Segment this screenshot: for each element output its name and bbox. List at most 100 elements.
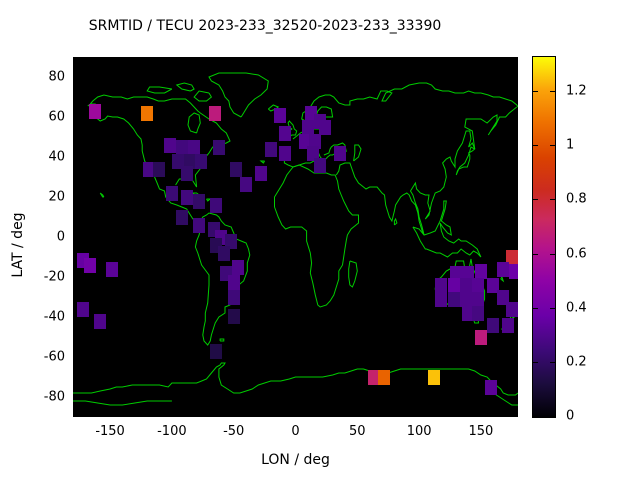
x-tick-mark — [419, 412, 421, 417]
heatmap-cell — [193, 194, 205, 209]
heatmap-cell — [232, 260, 244, 275]
heatmap-cell — [368, 370, 380, 385]
colorbar-tick-mark — [550, 91, 555, 93]
colorbar-tick-mark — [550, 416, 555, 417]
colorbar-tick-mark — [550, 253, 555, 255]
heatmap-cell — [210, 198, 222, 213]
y-tick-label: 40 — [48, 149, 65, 165]
y-tick-label: -60 — [43, 349, 65, 365]
heatmap-cell — [94, 314, 106, 329]
coastline-path — [73, 400, 172, 406]
y-tick-mark — [73, 357, 78, 358]
heatmap-cell — [181, 166, 193, 181]
heatmap-cell — [506, 302, 518, 317]
heatmap-cell — [265, 142, 277, 157]
coastline-path — [187, 112, 201, 134]
heatmap-cell — [255, 166, 267, 181]
heatmap-cell — [487, 278, 499, 293]
x-tick-label: -150 — [95, 424, 125, 439]
heatmap-cell — [472, 278, 484, 293]
x-tick-label: -100 — [157, 424, 187, 439]
heatmap-cell — [319, 120, 331, 135]
colorbar-tick-label: 1 — [566, 137, 575, 153]
heatmap-cell — [460, 292, 472, 307]
coastline-path — [73, 362, 518, 396]
y-tick-label: 60 — [48, 109, 65, 125]
coastline-path — [99, 192, 105, 198]
heatmap-cell — [193, 218, 205, 233]
colorbar-tick-mark — [533, 361, 538, 363]
colorbar-tick-mark — [550, 145, 555, 147]
x-axis-label: LON / deg — [261, 452, 330, 468]
y-tick-mark — [73, 77, 78, 78]
heatmap-cell — [172, 154, 184, 169]
coastline-path — [455, 146, 476, 176]
heatmap-cell — [195, 154, 207, 169]
heatmap-cell — [448, 292, 460, 307]
heatmap-cell — [460, 278, 472, 293]
colorbar-tick-label: 1.2 — [566, 83, 587, 99]
coastline-path — [146, 86, 173, 94]
y-tick-mark — [73, 397, 78, 398]
y-tick-label: 80 — [48, 69, 65, 85]
x-tick-label: 150 — [468, 424, 494, 439]
heatmap-cell — [448, 278, 460, 293]
coastline-path — [206, 198, 212, 202]
heatmap-cell — [218, 246, 230, 261]
colorbar-gradient — [533, 57, 555, 417]
heatmap-cell — [485, 380, 497, 395]
y-tick-mark — [73, 117, 78, 118]
heatmap-cell — [228, 309, 240, 324]
heatmap-cell — [184, 154, 196, 169]
x-tick-mark — [480, 412, 482, 417]
y-tick-mark — [73, 197, 78, 198]
heatmap-cell — [307, 146, 319, 161]
heatmap-cell — [89, 104, 101, 119]
y-tick-label: -20 — [43, 269, 65, 285]
x-tick-mark — [233, 412, 235, 417]
x-tick-mark — [295, 412, 297, 417]
x-tick-mark — [171, 412, 173, 417]
heatmap-cell — [497, 262, 509, 277]
heatmap-cell — [141, 106, 153, 121]
x-tick-label: 0 — [291, 424, 300, 439]
heatmap-cell — [487, 318, 499, 333]
heatmap-cell — [153, 162, 165, 177]
coastline-path — [292, 82, 518, 140]
y-tick-mark — [73, 157, 78, 158]
heatmap-cell — [143, 162, 155, 177]
heatmap-cell — [279, 146, 291, 161]
heatmap-cell — [378, 370, 390, 385]
heatmap-cell — [302, 120, 314, 135]
colorbar-tick-mark — [533, 199, 538, 201]
x-tick-mark — [110, 412, 112, 417]
coastline-path — [175, 82, 195, 92]
y-tick-mark — [73, 237, 78, 238]
coastline-path — [193, 90, 213, 102]
heatmap-cell — [274, 108, 286, 123]
coastline-path — [219, 338, 225, 342]
heatmap-cell — [209, 106, 221, 121]
heatmap-cell — [314, 158, 326, 173]
heatmap-cell — [506, 250, 518, 265]
colorbar-tick-label: 0.6 — [566, 246, 587, 262]
coastline-path — [500, 275, 505, 283]
y-tick-mark — [73, 277, 78, 278]
y-tick-label: 20 — [48, 189, 65, 205]
colorbar-tick-label: 0.8 — [566, 191, 587, 207]
colorbar-tick-mark — [533, 145, 538, 147]
x-tick-mark — [357, 412, 359, 417]
coastline-path — [353, 144, 362, 162]
heatmap-cell — [435, 278, 447, 293]
colorbar-tick-label: 0.2 — [566, 354, 587, 370]
heatmap-cell — [435, 292, 447, 307]
coastline-path — [208, 72, 269, 118]
heatmap-cell — [164, 138, 176, 153]
page-title: SRMTID / TECU 2023-233_32520-2023-233_33… — [88, 18, 442, 34]
colorbar[interactable] — [532, 56, 556, 418]
heatmap-cell — [279, 126, 291, 141]
map-plot-area[interactable] — [73, 57, 518, 417]
heatmap-cell — [462, 266, 474, 281]
heatmap-cell — [228, 290, 240, 305]
